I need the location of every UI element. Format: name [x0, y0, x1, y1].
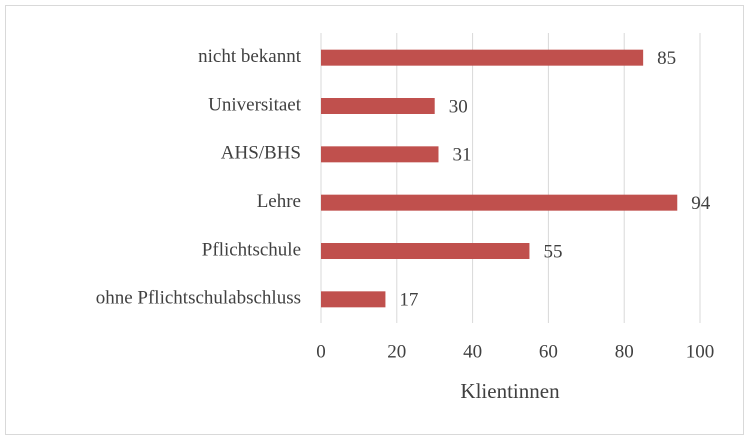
- bar: [321, 291, 386, 308]
- y-tick-label: Universitaet: [208, 94, 302, 115]
- y-tick-label: Lehre: [257, 191, 301, 212]
- bar: [321, 194, 678, 211]
- y-tick-label: AHS/BHS: [221, 143, 301, 164]
- x-tick-label: 80: [615, 341, 634, 362]
- bar: [321, 243, 530, 259]
- x-tick-label: 100: [686, 341, 715, 362]
- data-label: 55: [543, 241, 562, 262]
- x-axis-label: Klientinnen: [460, 379, 560, 403]
- data-label: 94: [691, 193, 711, 214]
- data-label: 30: [449, 96, 468, 117]
- y-tick-label: ohne Pflichtschulabschluss: [96, 288, 301, 309]
- x-tick-label: 20: [387, 341, 406, 362]
- x-tick-label: 40: [463, 341, 482, 362]
- x-tick-label: 0: [316, 341, 326, 362]
- chart-frame: [5, 5, 744, 435]
- data-label: 31: [452, 145, 471, 166]
- data-label: 85: [657, 48, 676, 69]
- bar: [321, 49, 644, 66]
- bar: [321, 98, 435, 114]
- data-label: 17: [399, 290, 418, 311]
- y-tick-label: nicht bekannt: [198, 46, 302, 67]
- bar: [321, 146, 439, 163]
- y-tick-label: Pflichtschule: [202, 239, 301, 260]
- x-tick-label: 60: [539, 341, 558, 362]
